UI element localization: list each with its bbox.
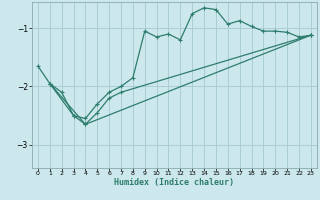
X-axis label: Humidex (Indice chaleur): Humidex (Indice chaleur) bbox=[115, 178, 234, 187]
